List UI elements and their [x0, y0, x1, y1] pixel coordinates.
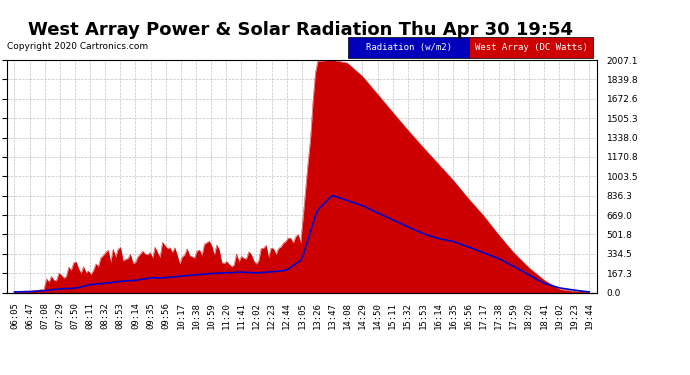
Text: West Array Power & Solar Radiation Thu Apr 30 19:54: West Array Power & Solar Radiation Thu A…: [28, 21, 573, 39]
Text: West Array (DC Watts): West Array (DC Watts): [475, 44, 588, 52]
Text: Copyright 2020 Cartronics.com: Copyright 2020 Cartronics.com: [7, 42, 148, 51]
Text: Radiation (w/m2): Radiation (w/m2): [366, 44, 452, 52]
